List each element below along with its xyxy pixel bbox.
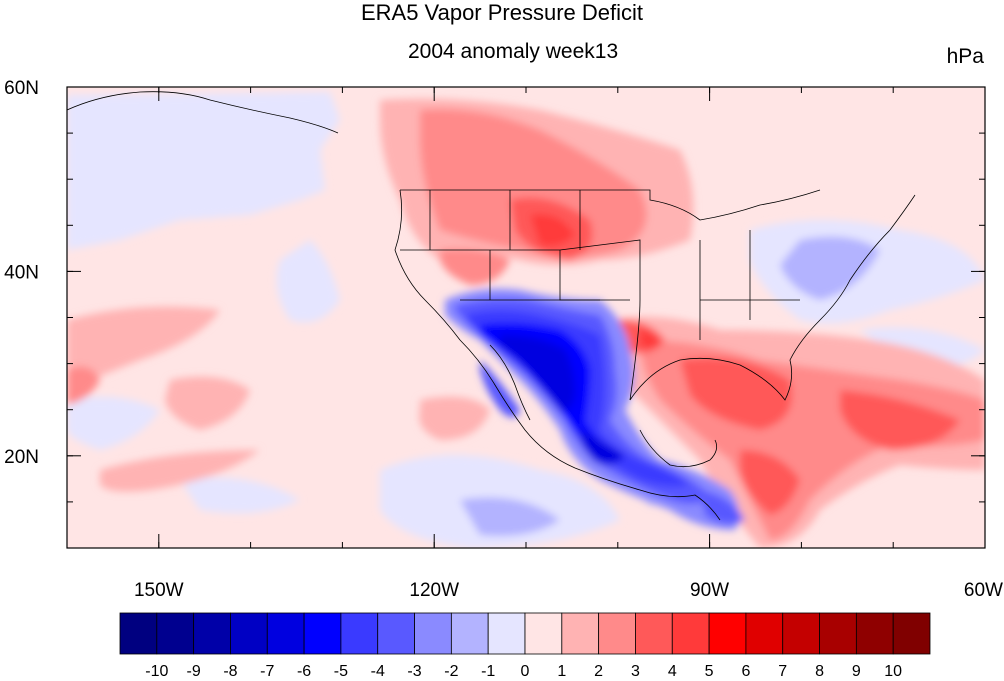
axis-ticks: 150W 120W 90W 60W 60N 40N 20N	[4, 78, 1003, 601]
colorbar-swatch	[487, 612, 526, 655]
colorbar-swatch	[524, 612, 563, 655]
y-tick-label: 60N	[4, 78, 39, 99]
colorbar-swatch	[598, 612, 636, 655]
colorbar-swatch	[119, 612, 158, 655]
colorbar-label: 7	[778, 663, 787, 680]
anomaly-field	[67, 87, 985, 548]
colorbar-swatch	[340, 612, 379, 655]
y-tick-label: 20N	[4, 447, 39, 468]
colorbar-swatch	[303, 612, 342, 655]
colorbar-label: 9	[852, 663, 861, 680]
colorbar-label: 2	[594, 663, 603, 680]
units-label: hPa	[946, 45, 984, 68]
colorbar-label: 3	[631, 663, 640, 680]
colorbar-label: -4	[371, 663, 385, 680]
colorbar-swatch	[266, 612, 305, 655]
colorbar-swatch	[855, 612, 894, 655]
x-tick-label: 90W	[690, 580, 729, 601]
colorbar-label: 1	[557, 663, 566, 680]
colorbar-swatch	[561, 612, 600, 655]
colorbar-label: 4	[668, 663, 677, 680]
x-tick-label: 120W	[409, 580, 459, 601]
colorbar-swatch	[193, 612, 231, 655]
chart-subtitle: 2004 anomaly week13	[408, 40, 619, 63]
colorbar-swatch	[414, 612, 452, 655]
colorbar-label: -6	[297, 663, 311, 680]
colorbar-label: -5	[334, 663, 348, 680]
colorbar-swatch	[377, 612, 415, 655]
colorbar-label: 10	[884, 663, 902, 680]
colorbar-swatch	[635, 612, 673, 655]
colorbar-swatch	[708, 612, 747, 655]
colorbar-swatch	[671, 612, 710, 655]
colorbar-label: -2	[444, 663, 458, 680]
colorbar-label: -7	[260, 663, 274, 680]
colorbar-swatch	[819, 612, 857, 655]
colorbar-label: -9	[187, 663, 201, 680]
coastlines	[67, 91, 916, 521]
colorbar-label: -8	[223, 663, 237, 680]
x-tick-label: 60W	[964, 580, 1003, 601]
y-tick-label: 40N	[4, 262, 39, 283]
colorbar-label: 0	[521, 663, 530, 680]
colorbar: -10 -9 -8 -7 -6 -5 -4 -3 -2 -1 0 1 2 3 4 5 6 7 8 9 10	[119, 612, 931, 680]
colorbar-swatch	[450, 612, 489, 655]
colorbar-label: -10	[145, 663, 168, 680]
colorbar-swatch	[745, 612, 784, 655]
colorbar-label: 8	[815, 663, 824, 680]
colorbar-label: -1	[481, 663, 495, 680]
colorbar-swatch	[892, 612, 931, 655]
colorbar-label: -3	[407, 663, 421, 680]
colorbar-swatch	[230, 612, 268, 655]
chart-title: ERA5 Vapor Pressure Deficit	[360, 0, 644, 25]
colorbar-swatch	[156, 612, 195, 655]
colorbar-label: 5	[705, 663, 714, 680]
colorbar-swatch	[782, 612, 820, 655]
x-tick-label: 150W	[134, 580, 184, 601]
colorbar-label: 6	[741, 663, 750, 680]
